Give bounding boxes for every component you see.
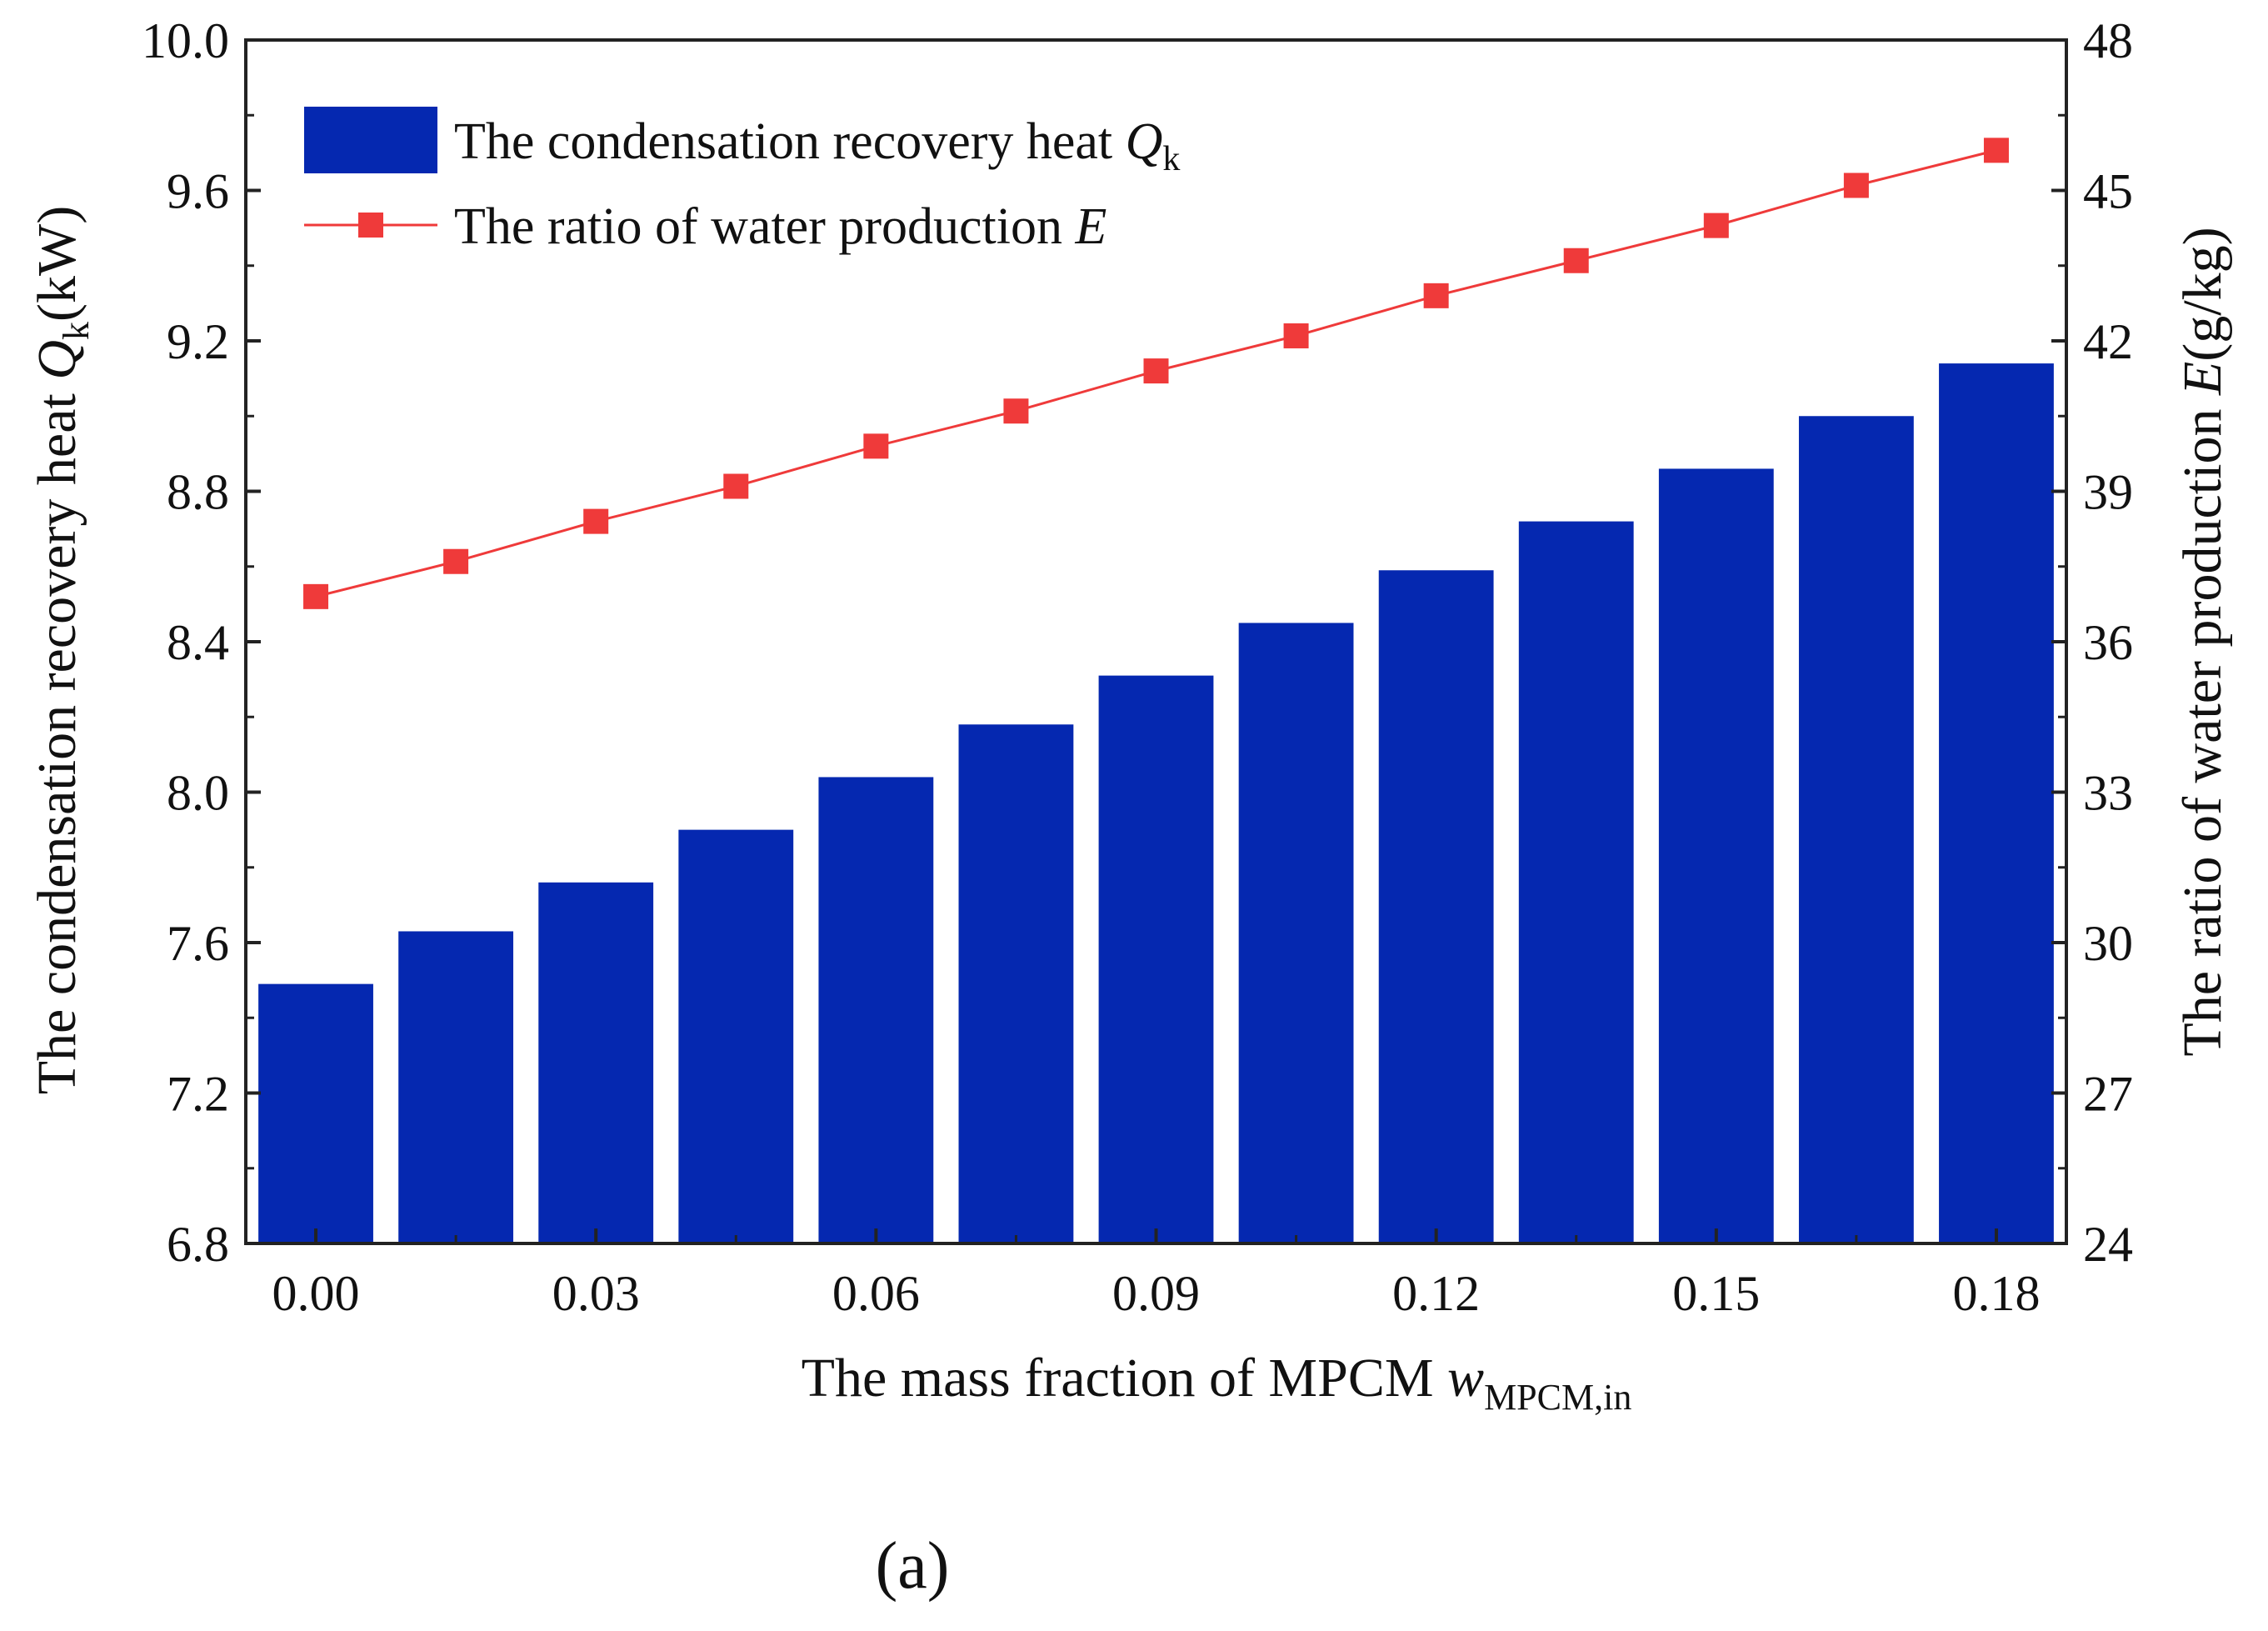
panel-label: (a) <box>876 1529 950 1603</box>
legend: The condensation recovery heat Qk The ra… <box>304 107 1180 255</box>
bar <box>1798 416 1914 1243</box>
bar-series <box>258 363 2054 1244</box>
line-marker <box>443 548 469 574</box>
x-tick-label: 0.00 <box>272 1266 360 1321</box>
left-tick-label: 6.8 <box>167 1217 229 1272</box>
bar <box>1098 675 1214 1243</box>
bar <box>1658 468 1774 1243</box>
bar <box>1939 363 2054 1244</box>
left-tick-label: 8.0 <box>167 766 229 821</box>
line-marker <box>303 583 329 609</box>
left-tick-label: 9.2 <box>167 314 229 369</box>
bar <box>818 777 934 1243</box>
right-axis-title: The ratio of water production E(g/kg) <box>2172 227 2233 1056</box>
x-tick-label: 0.03 <box>552 1266 640 1321</box>
right-tick-label: 36 <box>2083 615 2133 670</box>
bar <box>1238 623 1354 1243</box>
x-tick-label: 0.15 <box>1672 1266 1760 1321</box>
line-marker <box>1423 283 1449 308</box>
line-marker <box>1283 323 1309 348</box>
left-tick-label: 8.4 <box>167 615 229 670</box>
right-tick-label: 33 <box>2083 766 2133 821</box>
left-tick-label: 7.6 <box>167 916 229 971</box>
legend-bar-swatch <box>304 107 437 173</box>
right-tick-label: 42 <box>2083 314 2133 369</box>
legend-bar-label: The condensation recovery heat Qk <box>454 113 1180 178</box>
right-axis-ticks: 24 27 30 33 36 39 42 45 48 <box>2051 13 2133 1272</box>
left-tick-label: 10.0 <box>142 13 229 68</box>
right-tick-label: 48 <box>2083 13 2133 68</box>
x-tick-label: 0.12 <box>1392 1266 1480 1321</box>
x-axis-ticks: 0.00 0.03 0.06 0.09 0.12 0.15 0.18 <box>272 1228 2040 1321</box>
line-series <box>303 138 2009 609</box>
x-tick-label: 0.18 <box>1952 1266 2040 1321</box>
x-tick-label: 0.06 <box>832 1266 920 1321</box>
line-marker <box>723 473 749 499</box>
legend-line-label: The ratio of water production E <box>454 198 1107 255</box>
line-marker <box>1983 138 2009 163</box>
line-marker <box>1703 213 1729 238</box>
bar <box>258 983 373 1243</box>
x-axis-title: The mass fraction of MPCM wMPCM,in <box>802 1348 1632 1418</box>
left-tick-label: 7.2 <box>167 1067 229 1122</box>
x-tick-label: 0.09 <box>1112 1266 1200 1321</box>
left-axis-title: The condensation recovery heat Qk(kW) <box>27 206 97 1095</box>
line-marker <box>1563 248 1589 273</box>
line-marker <box>863 433 889 459</box>
left-tick-label: 8.8 <box>167 465 229 520</box>
line-marker <box>1143 358 1169 384</box>
right-tick-label: 30 <box>2083 916 2133 971</box>
right-tick-label: 39 <box>2083 465 2133 520</box>
bar <box>398 931 514 1243</box>
left-tick-label: 9.6 <box>167 164 229 219</box>
right-tick-label: 45 <box>2083 164 2133 219</box>
right-tick-label: 24 <box>2083 1217 2133 1272</box>
line-marker <box>1843 173 1869 198</box>
left-axis-ticks: 6.8 7.2 7.6 8.0 8.4 8.8 9.2 9.6 10.0 <box>142 13 261 1272</box>
right-tick-label: 27 <box>2083 1067 2133 1122</box>
bar <box>1378 570 1494 1243</box>
bar <box>958 724 1074 1243</box>
legend-line-marker <box>358 213 383 238</box>
bar <box>538 882 654 1243</box>
line-marker <box>1003 398 1029 424</box>
line-marker <box>583 508 609 534</box>
bar <box>678 829 794 1243</box>
bar <box>1518 521 1634 1243</box>
